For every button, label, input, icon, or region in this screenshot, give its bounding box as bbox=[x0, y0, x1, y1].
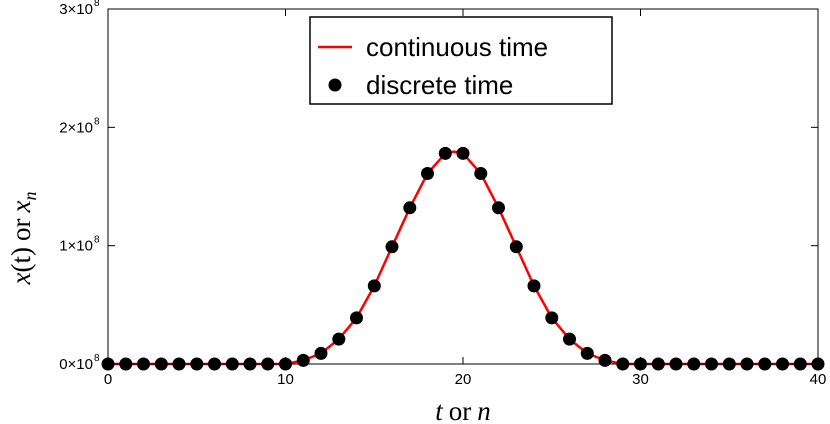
data-layer bbox=[101, 146, 825, 371]
discrete-time-point bbox=[385, 240, 399, 254]
discrete-time-point bbox=[580, 346, 594, 360]
discrete-time-point bbox=[421, 167, 434, 180]
discrete-time-point bbox=[332, 332, 346, 346]
legend-label-continuous: continuous time bbox=[366, 32, 548, 62]
legend-marker-swatch bbox=[328, 78, 342, 92]
x-tick-label: 20 bbox=[455, 371, 472, 388]
discrete-time-point bbox=[509, 240, 523, 254]
y-tick-exponent: 8 bbox=[94, 353, 100, 364]
y-tick-exponent: 8 bbox=[94, 116, 100, 127]
x-axis-title: t or n bbox=[435, 396, 491, 424]
discrete-time-point bbox=[314, 346, 328, 360]
y-tick-exponent: 8 bbox=[94, 235, 100, 246]
y-tick-label: 1×10 bbox=[59, 238, 93, 255]
discrete-time-point bbox=[438, 146, 452, 160]
x-tick-label: 0 bbox=[104, 371, 112, 388]
discrete-time-point bbox=[456, 146, 470, 160]
x-tick-label: 10 bbox=[277, 371, 294, 388]
y-tick-label: 3×10 bbox=[59, 1, 93, 18]
discrete-time-point bbox=[296, 353, 310, 367]
y-tick-label: 0×10 bbox=[59, 356, 93, 373]
discrete-time-point bbox=[367, 279, 381, 293]
discrete-time-point bbox=[350, 311, 363, 325]
legend-box bbox=[309, 16, 613, 105]
y-axis-title: x(t)orxn bbox=[6, 192, 40, 286]
discrete-time-point bbox=[474, 167, 488, 180]
series-continuous-time-line bbox=[108, 150, 818, 366]
x-tick-label: 30 bbox=[632, 371, 649, 388]
discrete-time-point bbox=[492, 201, 505, 215]
discrete-time-point bbox=[598, 353, 612, 367]
y-tick-label: 2×10 bbox=[59, 119, 93, 136]
discrete-time-point bbox=[403, 201, 417, 215]
discrete-time-point bbox=[545, 311, 559, 325]
legend: continuous time discrete time bbox=[309, 16, 613, 105]
discrete-time-point bbox=[563, 332, 576, 346]
axes-layer: 0 10 20 30 400×10 81×10 82×10 83×10 8 bbox=[59, 0, 826, 388]
discrete-time-point bbox=[527, 279, 541, 293]
legend-label-discrete: discrete time bbox=[366, 70, 513, 100]
x-tick-label: 40 bbox=[810, 371, 827, 388]
y-tick-exponent: 8 bbox=[94, 0, 100, 9]
